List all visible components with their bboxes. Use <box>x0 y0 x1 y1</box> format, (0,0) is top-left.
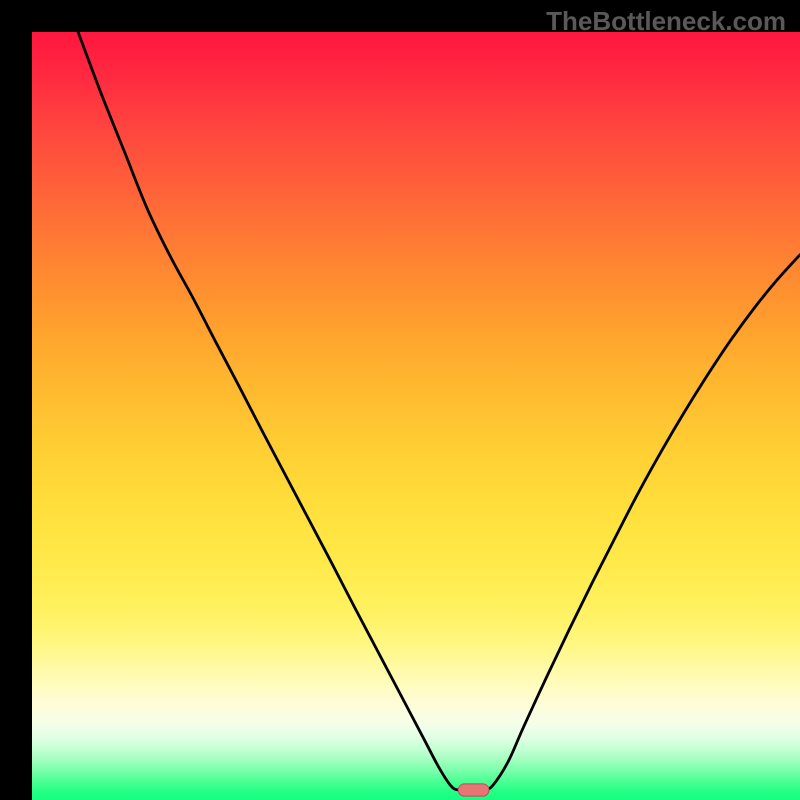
plot-area <box>32 32 800 800</box>
plot-svg <box>32 32 800 800</box>
optimum-marker <box>458 784 489 796</box>
chart-frame: TheBottleneck.com <box>0 0 800 800</box>
gradient-background <box>32 32 800 800</box>
watermark-text: TheBottleneck.com <box>546 6 786 37</box>
